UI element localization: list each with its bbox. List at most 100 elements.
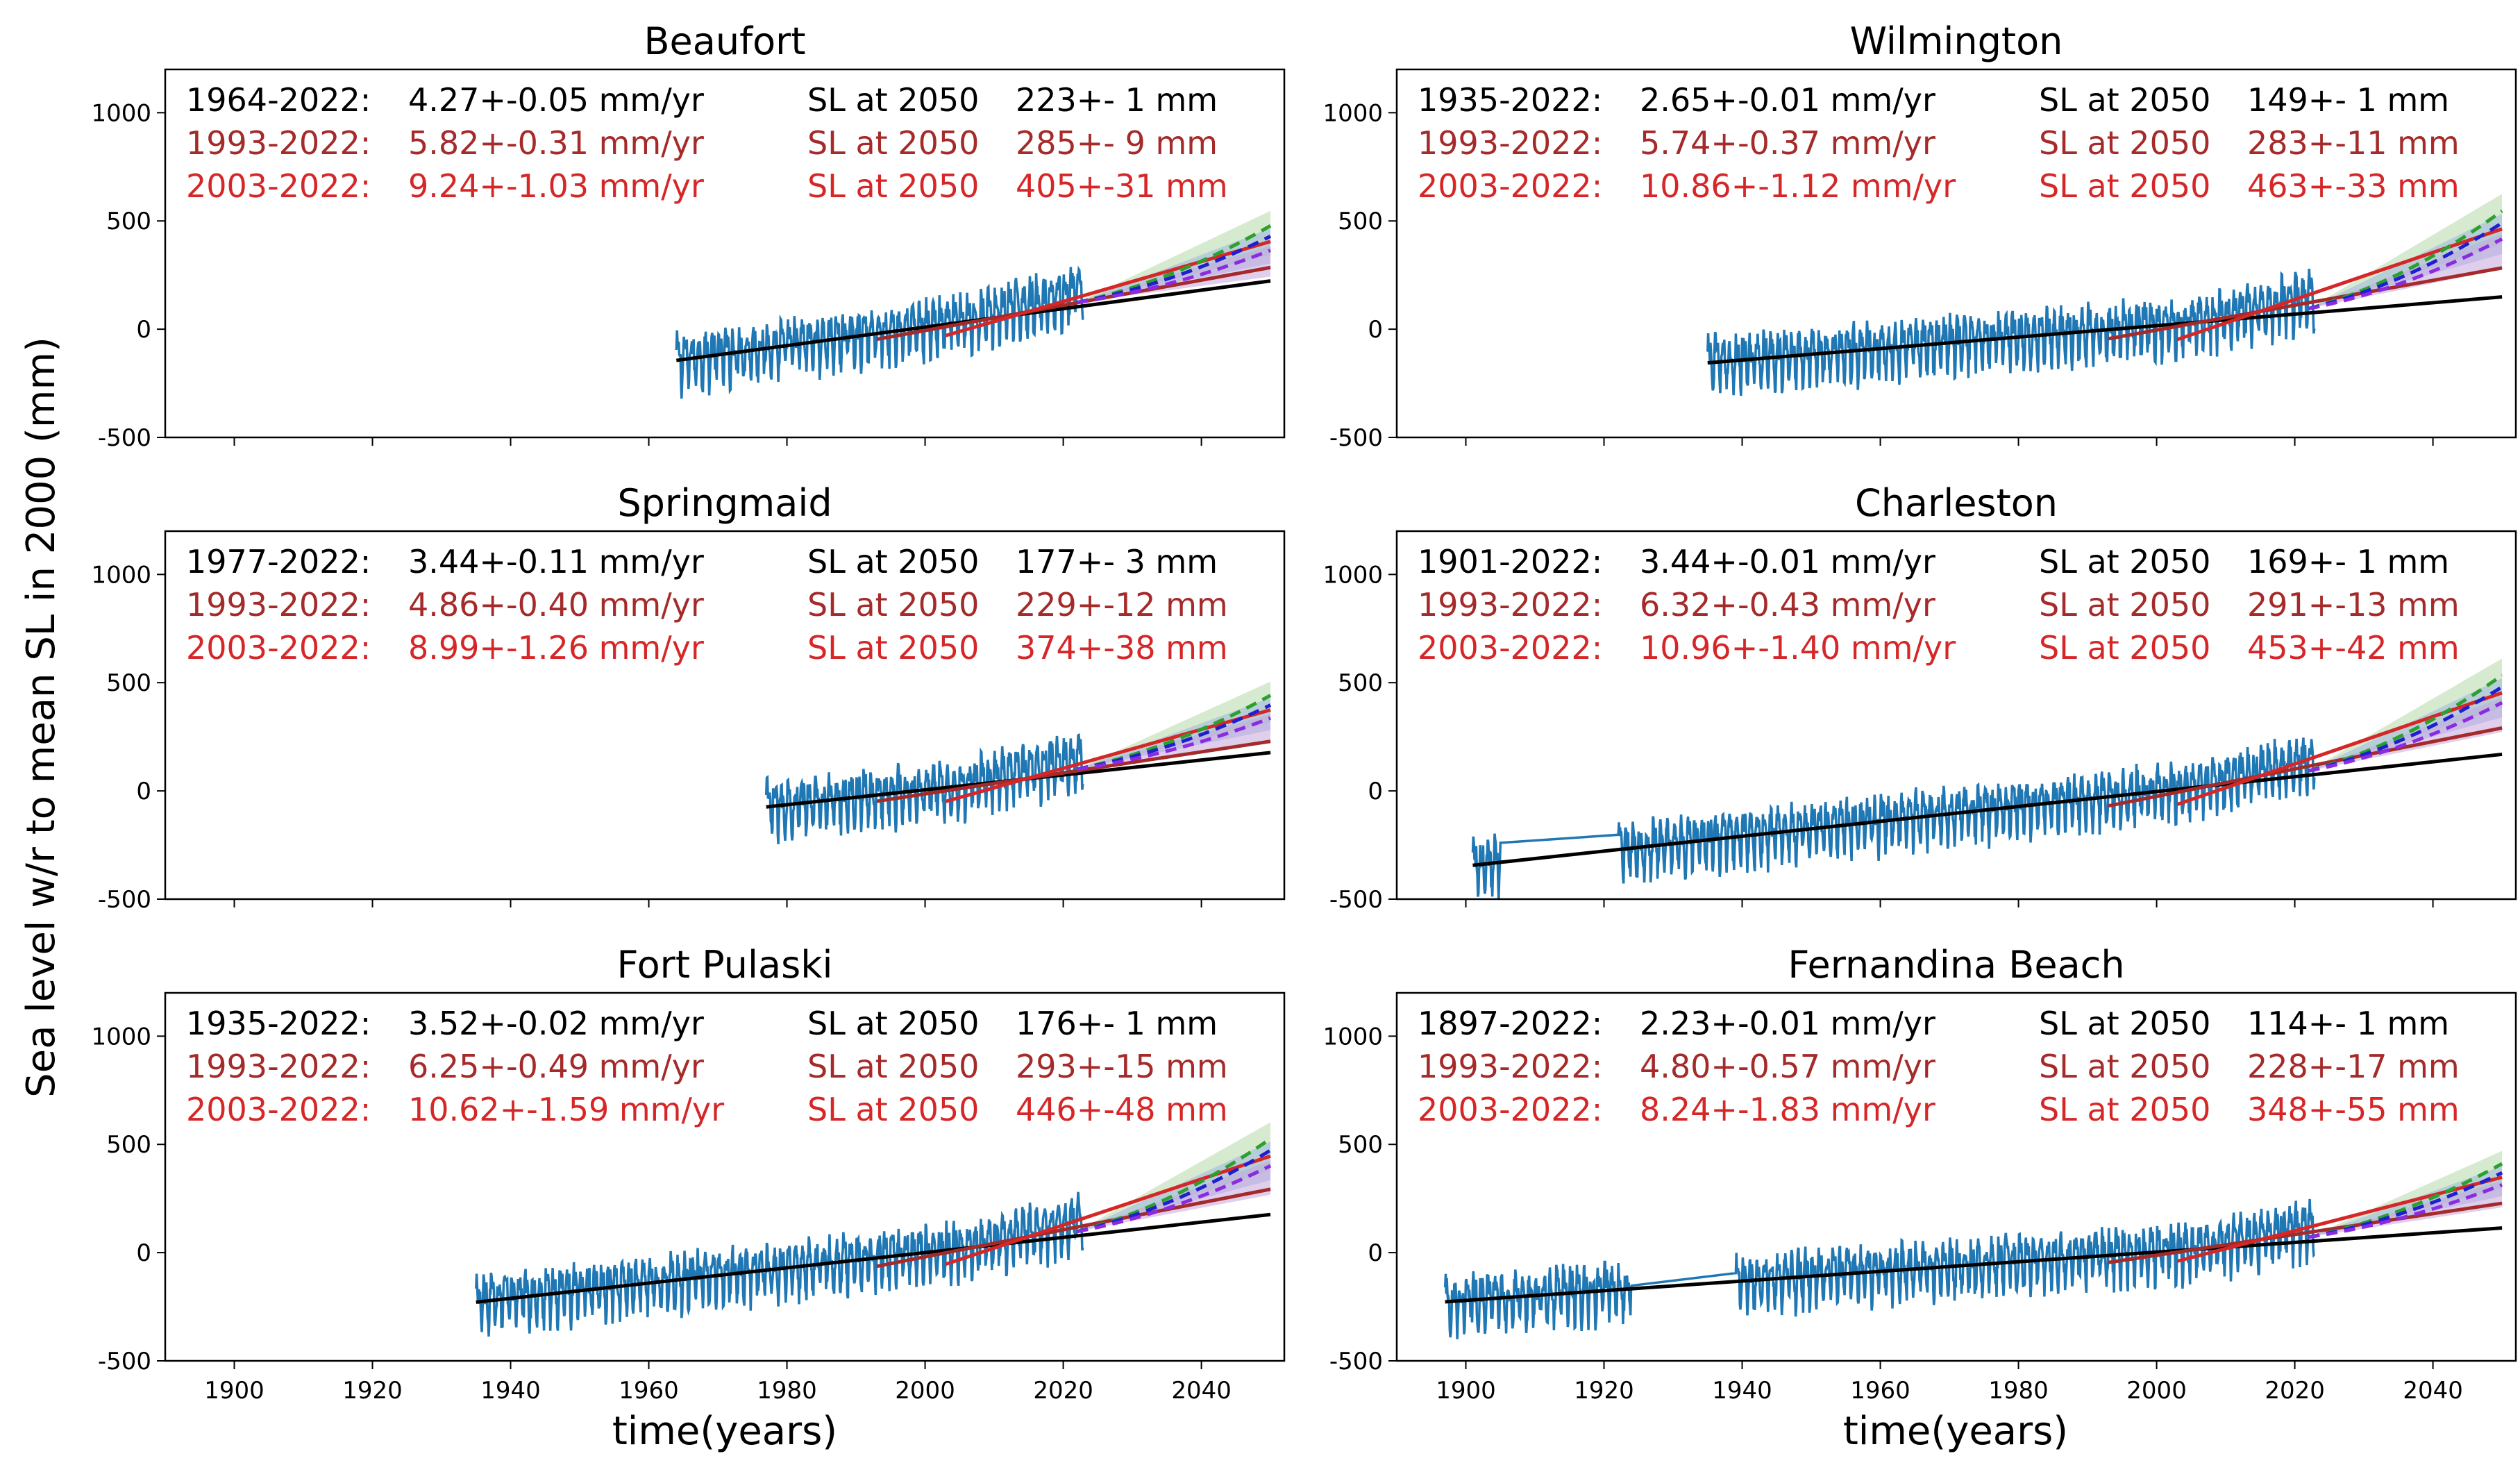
trend-line-full	[476, 1212, 1271, 1304]
trend-rate: 4.27+-0.05 mm/yr	[408, 81, 704, 119]
trend-line-1993	[876, 265, 1271, 342]
x-tick-label: 1980	[1988, 1377, 2049, 1405]
projection-curve	[1077, 235, 1272, 305]
projection-curve	[2308, 701, 2503, 773]
trend-period: 2003-2022:	[186, 167, 371, 205]
x-tick-label: 1900	[1436, 1377, 1496, 1405]
projection-curve	[1077, 249, 1272, 305]
trend-rate: 8.99+-1.26 mm/yr	[408, 629, 704, 667]
trend-period: 1935-2022:	[186, 1005, 371, 1042]
trend-period: 1901-2022:	[1418, 543, 1602, 580]
panel-frame	[164, 991, 1286, 1362]
trend-period: 1993-2022:	[1418, 586, 1602, 623]
panel-title: Beaufort	[644, 19, 805, 63]
sl-label: SL at 2050	[2039, 543, 2210, 580]
y-tick-label: 0	[1368, 778, 1383, 805]
sl-label: SL at 2050	[807, 586, 979, 623]
trend-line-full	[1445, 1226, 2503, 1304]
projection-band	[1077, 714, 1271, 769]
sl-label: SL at 2050	[807, 629, 979, 667]
y-tick-label: -500	[1329, 1348, 1383, 1375]
panel-title: Fernandina Beach	[1788, 943, 2124, 987]
trend-line-full	[1707, 295, 2503, 365]
trend-line-2003	[2176, 227, 2503, 342]
y-tick-label: -500	[98, 424, 151, 452]
y-tick-label: -500	[1329, 886, 1383, 914]
sl-label: SL at 2050	[807, 1091, 979, 1128]
sl-label: SL at 2050	[2039, 167, 2210, 205]
observed-series	[1706, 269, 2316, 396]
trend-line-2003	[945, 1154, 1271, 1266]
trend-rate: 6.32+-0.43 mm/yr	[1640, 586, 1935, 623]
trend-period: 1993-2022:	[186, 1048, 371, 1085]
sl-value: 176+- 1 mm	[1016, 1005, 1218, 1042]
projection-band	[2308, 1181, 2503, 1237]
y-tick-label: 500	[106, 208, 151, 235]
panel-frame	[164, 530, 1286, 901]
y-tick-label: -500	[1329, 424, 1383, 452]
y-tick-label: 500	[106, 1131, 151, 1159]
sl-label: SL at 2050	[2039, 1005, 2210, 1042]
trend-period: 2003-2022:	[186, 1091, 371, 1128]
observed-series	[475, 1191, 1084, 1337]
trend-period: 2003-2022:	[1418, 1091, 1602, 1128]
plot-area	[764, 681, 1272, 844]
sl-label: SL at 2050	[2039, 124, 2210, 162]
observed-series	[1443, 1198, 2316, 1339]
projection-band	[1077, 1141, 1271, 1232]
projection-curve	[1076, 224, 1272, 305]
sl-label: SL at 2050	[807, 1048, 979, 1085]
trend-period: 1897-2022:	[1418, 1005, 1602, 1042]
sl-label: SL at 2050	[807, 81, 979, 119]
projection-curve	[2308, 1171, 2503, 1239]
x-axis-label-right: time(years)	[1843, 1409, 2068, 1454]
panel-3: Charleston -500 0 500 1000 1901-2022: 3.44+-0.…	[1322, 481, 2517, 914]
x-tick-label: 2020	[2265, 1377, 2325, 1405]
y-tick-label: 500	[1338, 669, 1383, 697]
sl-value: 229+-12 mm	[1016, 586, 1228, 623]
x-tick-label: 1980	[757, 1377, 817, 1405]
sl-value: 177+- 3 mm	[1016, 543, 1218, 580]
sl-label: SL at 2050	[807, 543, 979, 580]
sl-value: 228+-17 mm	[2247, 1048, 2460, 1085]
figure-y-axis-label: Sea level w/r to mean SL in 2000 (mm)	[19, 337, 64, 1098]
trend-rate: 3.44+-0.11 mm/yr	[408, 543, 704, 580]
x-tick-label: 2040	[2403, 1377, 2463, 1405]
y-tick-label: -500	[98, 1348, 151, 1375]
y-tick-label: 500	[1338, 1131, 1383, 1159]
projection-band	[1077, 210, 1271, 303]
trend-rate: 4.80+-0.57 mm/yr	[1640, 1048, 1935, 1085]
sl-label: SL at 2050	[2039, 629, 2210, 667]
y-tick-label: 1000	[1322, 561, 1383, 589]
panel-frame	[1395, 991, 2517, 1362]
trend-line-1993	[876, 1187, 1271, 1269]
trend-period: 1935-2022:	[1418, 81, 1602, 119]
trend-period: 1993-2022:	[186, 586, 371, 623]
x-axis-label-left: time(years)	[612, 1409, 837, 1454]
sl-label: SL at 2050	[2039, 1091, 2210, 1128]
trend-rate: 4.86+-0.40 mm/yr	[408, 586, 704, 623]
projection-curve	[1076, 1148, 1272, 1234]
trend-line-1993	[2108, 1201, 2503, 1264]
panel-title: Fort Pulaski	[616, 943, 832, 987]
x-tick-label: 1960	[1850, 1377, 1910, 1405]
y-tick-label: 1000	[1322, 99, 1383, 127]
plot-area	[675, 210, 1272, 399]
trend-line-1993	[876, 739, 1271, 803]
trend-line-2003	[945, 708, 1271, 803]
x-tick-label: 1940	[480, 1377, 541, 1405]
panel-title: Wilmington	[1850, 19, 2063, 63]
sl-label: SL at 2050	[807, 167, 979, 205]
trend-line-2003	[2176, 691, 2503, 806]
sl-value: 149+- 1 mm	[2247, 81, 2449, 119]
y-tick-label: 500	[106, 669, 151, 697]
panel-frame	[1395, 530, 2517, 901]
trend-rate: 8.24+-1.83 mm/yr	[1640, 1091, 1935, 1128]
sl-value: 446+-48 mm	[1016, 1091, 1228, 1128]
y-tick-label: 500	[1338, 208, 1383, 235]
panel-frame	[1395, 68, 2517, 439]
y-tick-label: 0	[136, 316, 151, 344]
projection-curve	[2308, 1162, 2503, 1239]
x-tick-label: 2000	[2126, 1377, 2187, 1405]
